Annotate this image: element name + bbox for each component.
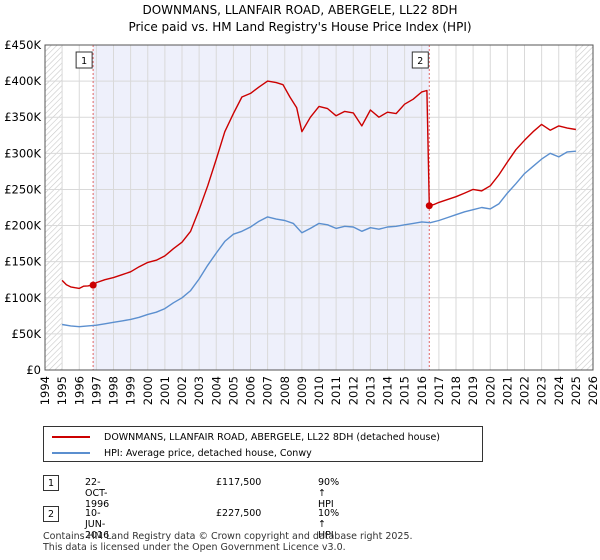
plot-border bbox=[44, 44, 594, 371]
x-tick-label: 2016 bbox=[415, 376, 429, 405]
price-chart: £0 £50K £100K £150K £200K £250K £300K £350K £400… bbox=[4, 38, 600, 405]
y-tick-label: £0 bbox=[26, 363, 41, 377]
x-tick-label: 2003 bbox=[192, 376, 206, 405]
x-tick-label: 2004 bbox=[209, 376, 223, 405]
y-tick-label: £450K bbox=[4, 38, 41, 52]
x-tick-label: 2006 bbox=[244, 376, 258, 405]
sale-point bbox=[89, 281, 97, 289]
sale-date: 10-JUN-2016 bbox=[85, 508, 110, 541]
series-line bbox=[61, 80, 577, 290]
legend-swatch-hpi bbox=[52, 452, 90, 454]
x-tick-label: 2013 bbox=[363, 376, 377, 405]
x-tick-label: 2002 bbox=[175, 376, 189, 405]
sale-hpi-change: 90% ↑ HPI bbox=[318, 477, 340, 510]
sale-price: £117,500 bbox=[216, 477, 262, 488]
legend-item-hpi: HPI: Average price, detached house, Conw… bbox=[52, 445, 312, 461]
x-tick-label: 1996 bbox=[72, 376, 86, 405]
hatched-region-before bbox=[45, 45, 63, 370]
hatched-region-after bbox=[575, 45, 593, 370]
x-tick-label: 2024 bbox=[552, 376, 566, 405]
ownership-shaded-region bbox=[93, 45, 430, 370]
legend-swatch-property bbox=[52, 436, 90, 438]
chart-title: DOWNMANS, LLANFAIR ROAD, ABERGELE, LL22 … bbox=[142, 3, 458, 17]
x-tick-label: 2012 bbox=[346, 376, 360, 405]
x-tick-label: 2010 bbox=[312, 376, 326, 405]
x-tick-label: 2020 bbox=[483, 376, 497, 405]
y-tick-label: £400K bbox=[4, 74, 41, 88]
x-tick-label: 2023 bbox=[535, 376, 549, 405]
y-tick-label: £100K bbox=[4, 291, 41, 305]
x-tick-label: 2015 bbox=[398, 376, 412, 405]
sale-point bbox=[425, 202, 433, 210]
x-tick-label: 1995 bbox=[55, 376, 69, 405]
x-tick-label: 2021 bbox=[500, 376, 514, 405]
x-tick-label: 2018 bbox=[449, 376, 463, 405]
footer-line-2: This data is licensed under the Open Gov… bbox=[43, 542, 346, 553]
x-tick-label: 2005 bbox=[226, 376, 240, 405]
y-tick-label: £350K bbox=[4, 110, 41, 124]
legend-item-property: DOWNMANS, LLANFAIR ROAD, ABERGELE, LL22 … bbox=[52, 429, 440, 445]
x-tick-label: 1994 bbox=[38, 376, 52, 405]
chart-subtitle: Price paid vs. HM Land Registry's House … bbox=[128, 20, 472, 34]
x-tick-label: 2022 bbox=[518, 376, 532, 405]
sale-label-box bbox=[411, 51, 429, 69]
y-tick-label: £300K bbox=[4, 146, 41, 160]
sale-badge: 2 bbox=[43, 506, 59, 522]
sale-badge: 1 bbox=[43, 475, 59, 491]
x-tick-label: 2017 bbox=[432, 376, 446, 405]
series-line bbox=[61, 150, 576, 328]
x-tick-label: 2007 bbox=[261, 376, 275, 405]
x-tick-label: 2011 bbox=[329, 376, 343, 405]
sale-date: 22-OCT-1996 bbox=[85, 477, 110, 510]
x-tick-label: 1998 bbox=[107, 376, 121, 405]
x-tick-label: 2009 bbox=[295, 376, 309, 405]
x-tick-label: 2001 bbox=[158, 376, 172, 405]
footer-attribution: Contains HM Land Registry data © Crown c… bbox=[43, 531, 413, 553]
x-tick-label: 2008 bbox=[278, 376, 292, 405]
sale-price: £227,500 bbox=[216, 508, 262, 519]
y-tick-label: £250K bbox=[4, 182, 41, 196]
x-tick-label: 2026 bbox=[586, 376, 600, 405]
y-tick-label: £50K bbox=[12, 327, 42, 341]
x-tick-label: 1999 bbox=[124, 376, 138, 405]
y-tick-label: £150K bbox=[4, 255, 41, 269]
legend: DOWNMANS, LLANFAIR ROAD, ABERGELE, LL22 … bbox=[43, 426, 483, 462]
sale-label-box bbox=[75, 51, 93, 69]
sale-label-text: 2 bbox=[417, 56, 423, 67]
legend-label-hpi: HPI: Average price, detached house, Conw… bbox=[104, 447, 312, 459]
y-tick-label: £200K bbox=[4, 219, 41, 233]
x-tick-label: 2014 bbox=[381, 376, 395, 405]
x-tick-label: 2025 bbox=[569, 376, 583, 405]
footer-line-1: Contains HM Land Registry data © Crown c… bbox=[43, 531, 413, 542]
x-tick-label: 1997 bbox=[89, 376, 103, 405]
legend-label-property: DOWNMANS, LLANFAIR ROAD, ABERGELE, LL22 … bbox=[104, 431, 441, 443]
sale-label-text: 1 bbox=[81, 56, 87, 67]
sale-hpi-change: 10% ↑ HPI bbox=[318, 508, 340, 541]
x-tick-label: 2000 bbox=[141, 376, 155, 405]
x-tick-label: 2019 bbox=[466, 376, 480, 405]
